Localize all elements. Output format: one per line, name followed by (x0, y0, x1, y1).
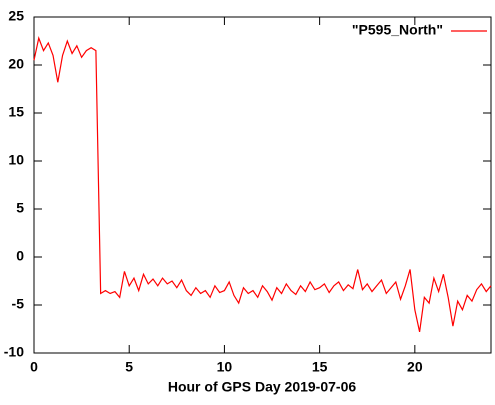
y-tick-label: 0 (16, 248, 24, 264)
x-tick-label: 10 (217, 359, 233, 375)
x-tick-label: 5 (125, 359, 133, 375)
y-tick-label: 25 (8, 8, 24, 24)
y-tick-label: 10 (8, 152, 24, 168)
y-tick-label: -5 (12, 296, 25, 312)
x-tick-label: 15 (312, 359, 328, 375)
data-line (33, 36, 492, 333)
legend-label: "P595_North" (352, 22, 443, 38)
y-tick-label: 15 (8, 104, 24, 120)
x-tick-label: 0 (30, 359, 38, 375)
x-tick-label: 20 (407, 359, 423, 375)
x-axis-label: Hour of GPS Day 2019-07-06 (168, 379, 357, 395)
y-tick-label: 5 (16, 200, 24, 216)
y-tick-label: -10 (4, 344, 24, 360)
plot-border (33, 16, 492, 354)
y-tick-label: 20 (8, 56, 24, 72)
